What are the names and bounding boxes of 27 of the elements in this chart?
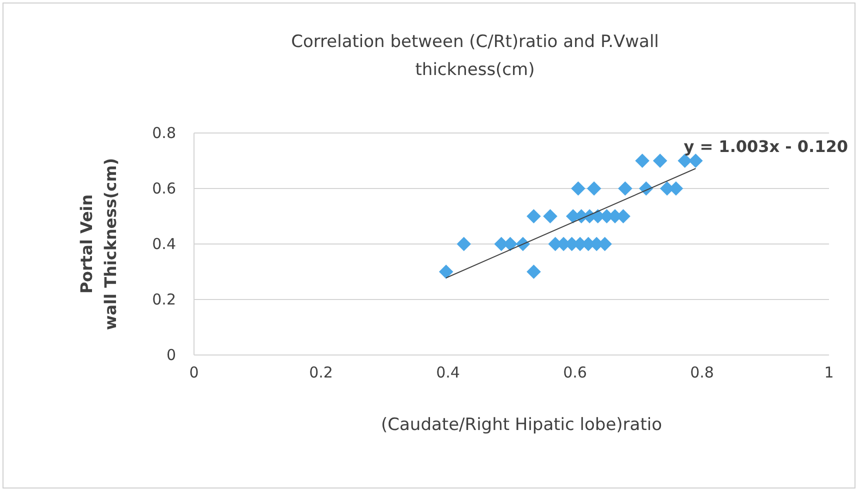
x-tick-label: 0 [189, 364, 199, 382]
point [618, 181, 632, 196]
point [543, 209, 558, 224]
x-tick-label: 0.4 [436, 364, 460, 382]
point [571, 181, 586, 196]
x-tick-label: 0.6 [563, 364, 587, 382]
annotation: y = 1.003x - 0.120 [684, 137, 848, 156]
point [456, 236, 472, 252]
point [586, 181, 602, 196]
y-tick-label: 0.6 [152, 179, 176, 198]
x-tick-label: 0.8 [690, 364, 714, 382]
y-tick-label: 0 [166, 346, 176, 364]
point [438, 264, 454, 279]
x-tick-label: 1 [824, 364, 834, 382]
point [688, 154, 703, 168]
y-tick-label: 0.2 [152, 290, 176, 308]
point [652, 154, 668, 168]
point [678, 154, 692, 168]
x-axis-title: (Caudate/Right Hipatic lobe)ratio [381, 415, 662, 435]
point [526, 264, 541, 279]
chart-title: Correlation between (C/Rt)ratio and P.Vwall thickness(cm) [291, 32, 659, 80]
point [526, 209, 541, 224]
y-axis-title: Portal Vein wall Thickness(cm) [77, 158, 120, 330]
y-tick-label: 0.8 [152, 124, 176, 142]
point [635, 154, 650, 168]
x-tick-label: 0.2 [309, 364, 333, 382]
y-tick-label: 0.4 [152, 234, 176, 253]
